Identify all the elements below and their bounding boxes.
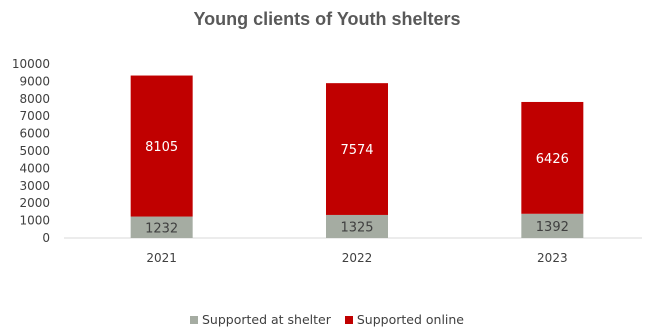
data-label: 8105 (145, 140, 178, 155)
bar-shelter (130, 216, 193, 238)
x-tick-label: 2022 (342, 251, 373, 265)
y-tick-label: 4000 (19, 161, 50, 175)
chart-title: Young clients of Youth shelters (193, 9, 461, 29)
legend-item-online: Supported online (344, 312, 465, 327)
y-tick-label: 9000 (19, 74, 50, 88)
bar-online (326, 83, 388, 215)
stacked-bar-chart: 0 1000 2000 3000 4000 5000 6000 7000 8000 9000 100… (12, 57, 642, 265)
legend-label-shelter: Supported at shelter (201, 312, 331, 327)
data-label: 7574 (340, 143, 373, 158)
y-tick-label: 1000 (19, 214, 50, 228)
y-tick-label: 10000 (12, 57, 50, 71)
x-tick-label: 2023 (537, 251, 568, 265)
data-label: 6426 (536, 152, 569, 167)
y-tick-label: 6000 (19, 127, 50, 141)
data-label: 1392 (536, 220, 569, 235)
x-tick-label: 2021 (146, 251, 177, 265)
y-tick-label: 2000 (19, 196, 50, 210)
legend-swatch-online (344, 315, 353, 324)
bar-online (521, 101, 584, 214)
bar-shelter (326, 214, 388, 238)
bar-shelter (521, 213, 584, 238)
legend-item-shelter: Supported at shelter (189, 312, 331, 327)
bar-online (130, 75, 193, 217)
y-tick-label: 7000 (19, 109, 50, 123)
y-tick-label: 0 (42, 231, 50, 245)
y-tick-label: 8000 (19, 92, 50, 106)
data-label: 1325 (340, 220, 373, 235)
y-tick-label: 3000 (19, 179, 50, 193)
chart-legend: Supported at shelter Supported online (0, 312, 654, 327)
y-tick-label: 5000 (19, 144, 50, 158)
legend-swatch-shelter (189, 315, 198, 324)
legend-label-online: Supported online (356, 312, 465, 327)
data-label: 1232 (145, 221, 178, 236)
